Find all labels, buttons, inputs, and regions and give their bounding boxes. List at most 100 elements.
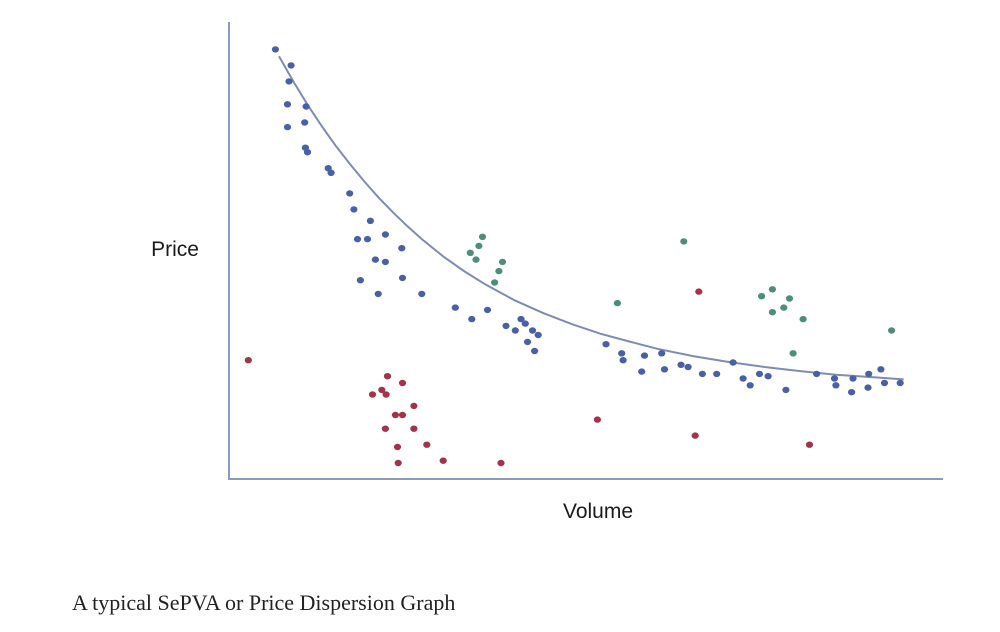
trend-line: [278, 55, 904, 381]
data-point-high-price-outliers: [758, 293, 766, 300]
data-point-high-price-outliers: [768, 286, 777, 293]
data-point-low-price-outliers: [410, 402, 418, 410]
data-point-typical: [640, 352, 649, 359]
data-point-typical: [534, 331, 542, 339]
data-point-typical: [303, 149, 312, 156]
data-point-typical: [287, 62, 295, 69]
data-point-typical: [660, 366, 669, 373]
data-point-high-price-outliers: [888, 327, 896, 334]
data-point-high-price-outliers: [613, 299, 622, 307]
data-point-typical: [619, 357, 627, 364]
trendline-layer: [278, 55, 904, 381]
data-point-typical: [813, 370, 821, 378]
data-point-typical: [865, 370, 873, 378]
data-point-low-price-outliers: [383, 373, 392, 380]
data-point-typical: [517, 315, 525, 323]
data-point-high-price-outliers: [768, 309, 777, 316]
data-point-typical: [302, 103, 310, 110]
data-point-high-price-outliers: [466, 249, 474, 256]
data-point-typical: [764, 373, 772, 380]
data-point-typical: [746, 382, 754, 389]
data-point-high-price-outliers: [472, 256, 480, 263]
data-point-typical: [755, 370, 764, 378]
data-point-low-price-outliers: [382, 391, 390, 398]
data-point-low-price-outliers: [398, 411, 407, 419]
data-point-typical: [523, 338, 532, 346]
data-point-typical: [880, 379, 889, 387]
data-point-typical: [371, 256, 379, 263]
data-point-typical: [283, 101, 292, 108]
data-point-typical: [849, 375, 857, 382]
data-point-high-price-outliers: [789, 350, 797, 357]
data-point-low-price-outliers: [691, 432, 699, 439]
data-point-low-price-outliers: [439, 457, 447, 464]
data-point-typical: [468, 315, 476, 323]
data-point-typical: [283, 123, 292, 131]
data-point-low-price-outliers: [410, 425, 418, 432]
data-point-typical: [502, 322, 510, 330]
data-point-low-price-outliers: [593, 416, 602, 423]
data-point-typical: [374, 290, 382, 298]
data-point-low-price-outliers: [393, 443, 402, 451]
data-point-typical: [729, 359, 737, 366]
data-point-high-price-outliers: [680, 238, 688, 245]
data-point-typical: [327, 169, 335, 176]
data-point-low-price-outliers: [805, 441, 814, 448]
data-point-typical: [602, 341, 610, 348]
data-point-typical: [285, 78, 293, 85]
data-point-low-price-outliers: [497, 459, 505, 467]
data-point-high-price-outliers: [475, 242, 483, 250]
data-point-typical: [528, 327, 537, 334]
data-point-high-price-outliers: [498, 258, 507, 266]
data-point-low-price-outliers: [244, 357, 252, 364]
data-point-typical: [271, 46, 279, 53]
data-point-typical: [346, 190, 354, 197]
data-point-typical: [511, 327, 519, 334]
x-axis-label: Volume: [563, 500, 633, 523]
data-point-typical: [531, 347, 539, 355]
data-point-typical: [350, 206, 358, 213]
data-point-low-price-outliers: [368, 391, 377, 398]
data-point-typical: [739, 375, 747, 382]
data-point-high-price-outliers: [495, 267, 503, 275]
data-point-typical: [451, 304, 459, 311]
data-point-high-price-outliers: [478, 233, 487, 240]
data-point-typical: [877, 366, 885, 373]
axes: [228, 22, 943, 480]
data-point-high-price-outliers: [491, 279, 499, 286]
data-point-typical: [896, 379, 904, 387]
data-point-low-price-outliers: [423, 441, 431, 448]
data-point-typical: [830, 375, 839, 382]
points-layer: [244, 46, 904, 467]
data-point-low-price-outliers: [695, 288, 703, 295]
data-point-typical: [832, 382, 840, 389]
figure-caption: A typical SePVA or Price Dispersion Grap…: [72, 590, 456, 615]
data-point-typical: [618, 350, 626, 357]
data-point-low-price-outliers: [378, 386, 386, 394]
data-point-typical: [366, 217, 374, 224]
data-point-typical: [418, 290, 426, 298]
data-point-low-price-outliers: [381, 425, 389, 432]
data-point-typical: [521, 320, 529, 327]
y-axis-label: Price: [151, 238, 199, 261]
data-point-typical: [677, 361, 685, 368]
data-point-typical: [398, 274, 407, 282]
data-point-typical: [698, 370, 707, 378]
data-point-high-price-outliers: [799, 315, 807, 323]
data-point-typical: [713, 370, 721, 378]
data-point-typical: [381, 258, 389, 266]
data-point-typical: [363, 235, 372, 243]
data-point-typical: [381, 231, 389, 238]
data-point-typical: [864, 384, 872, 391]
data-point-typical: [301, 119, 309, 126]
data-point-typical: [483, 306, 492, 314]
data-point-low-price-outliers: [394, 459, 402, 467]
data-point-low-price-outliers: [398, 379, 407, 387]
data-point-typical: [848, 389, 856, 396]
scatter-chart: Price Volume: [151, 22, 943, 523]
data-point-typical: [782, 386, 790, 394]
data-point-typical: [638, 368, 646, 375]
data-point-typical: [356, 277, 364, 284]
data-point-typical: [353, 235, 362, 243]
data-point-typical: [684, 363, 692, 371]
